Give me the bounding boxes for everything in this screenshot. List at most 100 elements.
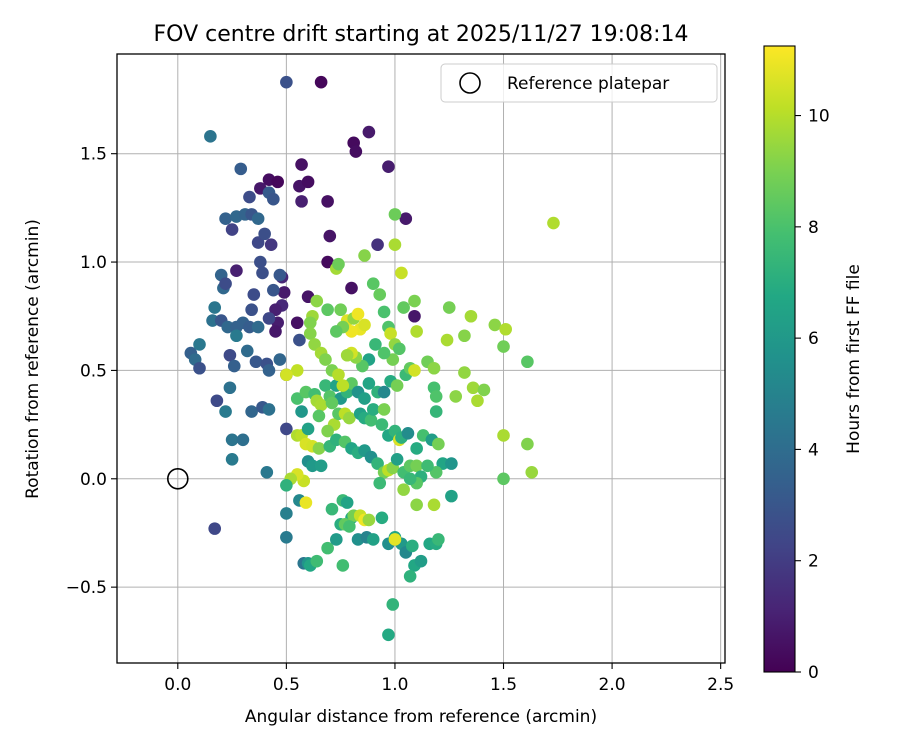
- y-tick-label: 1.5: [80, 145, 107, 165]
- x-tick-label: 2.0: [599, 675, 626, 695]
- scatter-point: [440, 333, 454, 347]
- scatter-point: [497, 340, 510, 353]
- colorbar-ticks: 0 2 4 6 8 10: [795, 107, 830, 683]
- scatter-point: [410, 325, 423, 338]
- scatter-point: [306, 459, 319, 473]
- scatter-point: [403, 570, 417, 583]
- scatter-point: [410, 442, 423, 455]
- scatter-point: [401, 426, 415, 440]
- x-axis-label: Angular distance from reference (arcmin): [245, 707, 597, 727]
- scatter-point: [314, 398, 328, 412]
- scatter-point: [290, 316, 304, 330]
- scatter-point: [377, 385, 391, 399]
- scatter-point: [223, 348, 237, 362]
- scatter-point: [390, 379, 404, 392]
- chart-title: FOV centre drift starting at 2025/11/27 …: [154, 22, 689, 47]
- scatter-point: [488, 318, 502, 332]
- y-tick-label: 1.0: [80, 253, 107, 273]
- scatter-point: [429, 390, 443, 403]
- scatter-point: [236, 433, 250, 447]
- scatter-point: [382, 160, 395, 173]
- scatter-point: [193, 338, 206, 351]
- scatter-point: [260, 465, 274, 479]
- scatter-point: [373, 476, 387, 490]
- scatter-point: [256, 266, 269, 280]
- scatter-point: [280, 422, 293, 436]
- scatter-point: [403, 472, 417, 486]
- scatter-point: [397, 483, 410, 496]
- scatter-point: [377, 346, 391, 360]
- colorbar-tick-label: 6: [808, 329, 819, 349]
- scatter-point: [204, 130, 217, 143]
- scatter-point: [227, 359, 241, 373]
- scatter-point: [273, 353, 287, 366]
- scatter-point: [325, 396, 339, 410]
- scatter-point: [432, 437, 445, 451]
- scatter-point: [458, 366, 471, 379]
- scatter-point: [395, 266, 408, 280]
- scatter-point: [521, 437, 534, 451]
- scatter-point: [303, 316, 317, 330]
- legend-marker: [459, 72, 481, 94]
- scatter-point: [247, 288, 261, 301]
- scatter-point: [377, 403, 391, 416]
- scatter-point: [280, 507, 293, 520]
- scatter-point: [364, 413, 378, 427]
- scatter-point: [295, 195, 308, 208]
- x-tick-label: 2.5: [707, 675, 734, 695]
- scatter-point: [471, 394, 484, 408]
- scatter-point: [497, 429, 510, 442]
- grid: [117, 54, 725, 663]
- scatter-point: [230, 329, 243, 343]
- scatter-point: [321, 541, 334, 555]
- scatter-point: [445, 457, 458, 470]
- scatter-point: [245, 303, 258, 317]
- scatter-point: [314, 75, 328, 89]
- x-tick-label: 0.0: [164, 675, 191, 695]
- scatter-point: [325, 502, 339, 516]
- scatter-point: [345, 281, 358, 295]
- scatter-point: [245, 405, 258, 418]
- colorbar-tick-label: 0: [808, 663, 819, 683]
- y-tick-label: 0.0: [80, 470, 107, 490]
- colorbar-label: Hours from first FF file: [844, 264, 864, 454]
- scatter-point: [234, 162, 248, 176]
- colorbar-tick-label: 10: [808, 107, 830, 127]
- scatter-point: [351, 307, 365, 321]
- scatter-point: [280, 530, 293, 544]
- scatter-point: [464, 309, 478, 323]
- scatter-point: [219, 212, 232, 226]
- scatter-point: [225, 452, 239, 466]
- scatter-point: [321, 424, 334, 438]
- legend-entry-label: Reference platepar: [507, 74, 669, 94]
- scatter-point: [427, 498, 441, 512]
- scatter-point: [301, 422, 315, 436]
- scatter-point: [301, 175, 315, 189]
- scatter-point: [466, 381, 480, 395]
- scatter-point: [319, 353, 332, 366]
- scatter-point: [427, 361, 441, 375]
- scatter-point: [392, 342, 406, 356]
- scatter-point: [230, 264, 243, 278]
- plot-frame: [116, 53, 726, 664]
- scatter-point: [321, 303, 334, 317]
- scatter-point: [445, 489, 458, 503]
- scatter-point: [362, 513, 376, 527]
- scatter-point: [336, 379, 350, 392]
- scatter-point: [271, 175, 284, 189]
- scatter-point: [262, 403, 276, 416]
- y-tick-label: 0.5: [80, 361, 107, 381]
- scatter-point: [386, 598, 400, 611]
- scatter-point: [240, 344, 254, 358]
- x-tick-label: 0.5: [273, 675, 300, 695]
- scatter-point: [280, 368, 293, 382]
- scatter-point: [384, 327, 397, 340]
- scatter-point: [314, 459, 328, 473]
- scatter-point: [421, 459, 434, 473]
- scatter-point: [193, 361, 206, 375]
- colorbar-tick-label: 2: [808, 552, 819, 572]
- scatter-point: [206, 314, 219, 327]
- scatter-point: [356, 359, 369, 373]
- scatter-point: [340, 348, 354, 362]
